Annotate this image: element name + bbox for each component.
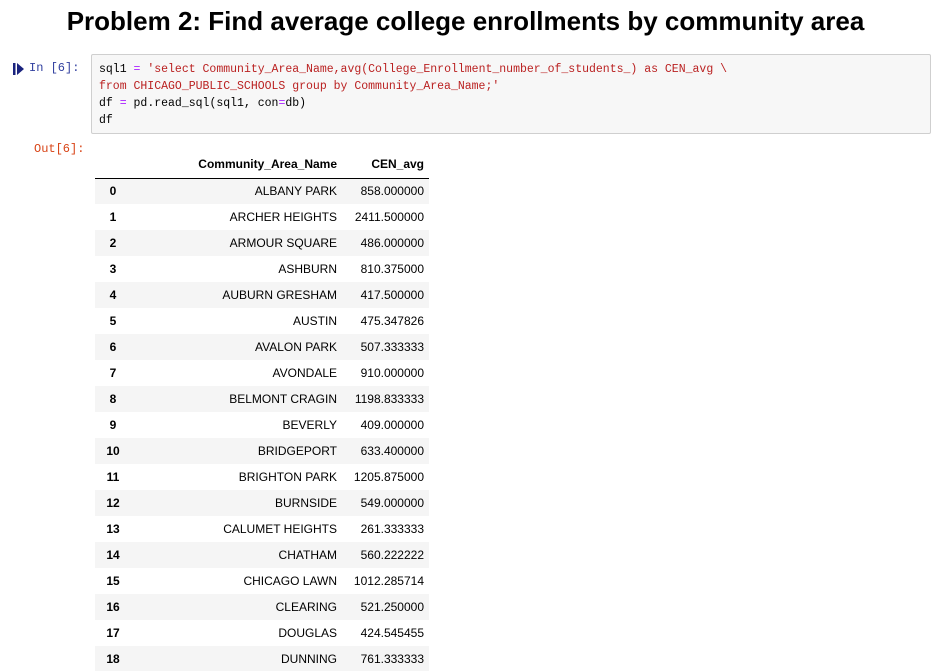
community-area-name-cell: ASHBURN	[278, 262, 337, 276]
cen-avg-cell: 858.000000	[360, 184, 424, 199]
code-token: df	[99, 97, 120, 110]
row-index: 11	[106, 470, 120, 484]
cen-avg-cell: 424.545455	[360, 626, 424, 640]
code-token: pd.read_sql(sql1, con	[126, 97, 279, 110]
table-row: 8 BELMONT CRAGIN 1198.833333	[95, 386, 429, 412]
row-index: 5	[109, 314, 117, 328]
row-index: 3	[109, 262, 117, 276]
table-row: 15 CHICAGO LAWN 1012.285714	[95, 568, 429, 594]
community-area-name-cell: DOUGLAS	[278, 626, 337, 640]
cen-avg-cell: 2411.500000	[354, 210, 424, 224]
community-area-name-cell: ARMOUR SQUARE	[229, 236, 337, 250]
row-index: 15	[106, 574, 120, 588]
notebook-heading: Problem 2: Find average college enrollme…	[66, 6, 865, 36]
input-prompt: In [6]:	[29, 61, 80, 75]
community-area-name-cell: BEVERLY	[282, 418, 337, 432]
cen-avg-cell: 507.333333	[360, 340, 424, 354]
cen-avg-cell: 475.347826	[360, 314, 424, 328]
row-index: 8	[109, 392, 117, 406]
community-area-name-cell: AUSTIN	[292, 314, 337, 328]
code-operator: =	[278, 97, 286, 110]
row-index: 0	[109, 184, 117, 199]
table-row: 4 AUBURN GRESHAM 417.500000	[95, 282, 429, 308]
code-editor[interactable]: sql1 = 'select Community_Area_Name,avg(C…	[91, 54, 931, 134]
table-row: 9 BEVERLY 409.000000	[95, 412, 429, 438]
run-cell-icon[interactable]	[13, 62, 25, 76]
table-row: 13 CALUMET HEIGHTS 261.333333	[95, 516, 429, 542]
cen-avg-cell: 417.500000	[360, 288, 424, 302]
cen-avg-cell: 521.250000	[360, 600, 424, 614]
output-prompt: Out[6]:	[34, 142, 85, 156]
community-area-name-cell: AVONDALE	[272, 366, 337, 380]
dataframe-table: Community_Area_Name CEN_avg 0 ALBANY PARK…	[95, 151, 429, 671]
cen-avg-cell: 1198.833333	[354, 392, 424, 406]
row-index: 14	[106, 548, 120, 562]
code-token: db)	[285, 97, 307, 110]
community-area-name-cell: BELMONT CRAGIN	[229, 392, 337, 406]
community-area-name-cell: CLEARING	[275, 600, 337, 614]
cen-avg-cell: 560.222222	[360, 548, 424, 562]
table-row: 1 ARCHER HEIGHTS 2411.500000	[95, 204, 429, 230]
code-string: 'select Community_Area_Name,avg(College_…	[140, 63, 728, 76]
table-row: 12 BURNSIDE 549.000000	[95, 490, 429, 516]
table-row: 6 AVALON PARK 507.333333	[95, 334, 429, 360]
table-row: 0 ALBANY PARK 858.000000	[95, 178, 429, 204]
row-index: 6	[109, 340, 117, 354]
cen-avg-cell: 810.375000	[360, 262, 424, 276]
row-index: 4	[109, 288, 117, 302]
row-index: 17	[106, 626, 120, 640]
cen-avg-cell: 409.000000	[360, 418, 424, 432]
code-token: sql1	[99, 63, 134, 76]
code-token: df	[99, 114, 113, 127]
code-cell[interactable]: In [6]: sql1 = 'select Community_Area_Na…	[0, 54, 931, 136]
row-index: 9	[109, 418, 117, 432]
row-index: 13	[106, 522, 120, 536]
row-index: 1	[109, 210, 117, 224]
community-area-name-cell: ARCHER HEIGHTS	[229, 210, 337, 224]
table-row: 2 ARMOUR SQUARE 486.000000	[95, 230, 429, 256]
code-operator: =	[119, 97, 127, 110]
table-row: 16 CLEARING 521.250000	[95, 594, 429, 620]
table-body: 0 ALBANY PARK 858.000000 1 ARCHER HEIGHTS 241…	[95, 178, 429, 671]
table-row: 3 ASHBURN 810.375000	[95, 256, 429, 282]
community-area-name-cell: CALUMET HEIGHTS	[223, 522, 337, 536]
table-row: 5 AUSTIN 475.347826	[95, 308, 429, 334]
row-index: 16	[106, 600, 120, 614]
community-area-name-cell: ALBANY PARK	[254, 184, 337, 199]
community-area-name-cell: DUNNING	[281, 652, 337, 666]
community-area-name-cell: BRIDGEPORT	[257, 444, 337, 458]
community-area-name-cell: BRIGHTON PARK	[238, 470, 337, 484]
row-index: 10	[106, 444, 120, 458]
table-row: 18 DUNNING 761.333333	[95, 646, 429, 671]
code-string: from CHICAGO_PUBLIC_SCHOOLS group by Com…	[99, 80, 500, 93]
community-area-name-cell: CHICAGO LAWN	[243, 574, 337, 588]
cen-avg-cell: 633.400000	[360, 444, 424, 458]
cen-avg-cell: 1012.285714	[353, 574, 424, 588]
table-header-row: Community_Area_Name CEN_avg	[95, 151, 429, 179]
table-row: 11 BRIGHTON PARK 1205.875000	[95, 464, 429, 490]
row-index: 18	[106, 652, 120, 666]
table-row: 14 CHATHAM 560.222222	[95, 542, 429, 568]
community-area-name-cell: CHATHAM	[278, 548, 337, 562]
row-index: 12	[106, 496, 120, 510]
cen-avg-cell: 1205.875000	[353, 470, 424, 484]
cen-avg-cell: 761.333333	[360, 652, 424, 666]
community-area-name-cell: AVALON PARK	[254, 340, 337, 354]
community-area-name-cell: AUBURN GRESHAM	[222, 288, 337, 302]
table-row: 10 BRIDGEPORT 633.400000	[95, 438, 429, 464]
cen-avg-cell: 910.000000	[360, 366, 424, 380]
cen-avg-cell: 486.000000	[360, 236, 424, 250]
code-operator: =	[133, 63, 141, 76]
row-index: 2	[109, 236, 117, 250]
row-index: 7	[109, 366, 117, 380]
column-header: Community_Area_Name	[131, 151, 342, 179]
table-row: 17 DOUGLAS 424.545455	[95, 620, 429, 646]
column-header: CEN_avg	[342, 151, 429, 179]
cen-avg-cell: 549.000000	[360, 496, 424, 510]
cen-avg-cell: 261.333333	[360, 522, 424, 536]
community-area-name-cell: BURNSIDE	[274, 496, 337, 510]
table-row: 7 AVONDALE 910.000000	[95, 360, 429, 386]
index-header	[95, 151, 131, 179]
